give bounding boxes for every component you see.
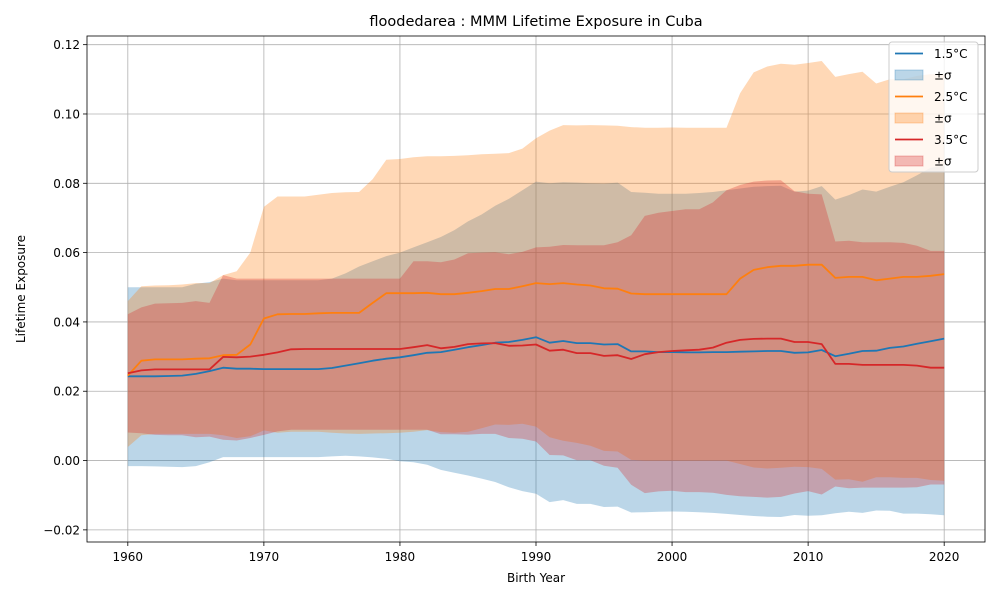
x-tick-label: 2020 — [929, 550, 960, 564]
x-tick-label: 2000 — [657, 550, 688, 564]
x-tick-label: 2010 — [793, 550, 824, 564]
legend-band-swatch — [894, 69, 924, 81]
y-tick-label: 0.00 — [53, 454, 80, 468]
legend-label: ±σ — [934, 69, 952, 83]
sigma-band-2.5C — [127, 61, 945, 482]
y-tick-label: 0.06 — [53, 246, 80, 260]
y-axis-label: Lifetime Exposure — [14, 235, 28, 343]
y-tick-label: 0.04 — [53, 315, 80, 329]
legend-label: ±σ — [934, 112, 952, 126]
legend-band-swatch — [894, 112, 924, 124]
mean-lines — [127, 263, 945, 378]
y-axis-ticks: −0.02 0.00 0.02 0.04 0.06 0.08 0.10 0.12 — [43, 38, 87, 537]
x-tick-label: 1970 — [249, 550, 280, 564]
legend-band-swatch — [894, 155, 924, 167]
series-line-2.5C — [127, 263, 945, 377]
legend-label: 1.5°C — [934, 47, 967, 61]
y-tick-label: 0.12 — [53, 38, 80, 52]
x-axis-label: Birth Year — [507, 571, 565, 585]
y-tick-label: 0.10 — [53, 107, 80, 121]
y-tick-label: 0.02 — [53, 385, 80, 399]
legend: 1.5°C ±σ 2.5°C ±σ 3.5°C ±σ — [888, 41, 979, 173]
gridlines — [87, 36, 985, 542]
sigma-band-1.5C — [127, 165, 945, 517]
legend-label: ±σ — [934, 155, 952, 169]
sigma-band-3.5C — [127, 180, 945, 498]
sigma-bands — [127, 61, 945, 517]
y-tick-label: −0.02 — [43, 523, 80, 537]
chart-title: floodedarea : MMM Lifetime Exposure in C… — [369, 14, 702, 30]
legend-label: 2.5°C — [934, 90, 967, 104]
x-tick-label: 1980 — [385, 550, 416, 564]
series-line-3.5C — [127, 337, 945, 375]
legend-box — [888, 41, 979, 173]
series-line-1.5C — [127, 336, 945, 378]
legend-label: 3.5°C — [934, 133, 967, 147]
x-tick-label: 1990 — [521, 550, 552, 564]
x-tick-label: 1960 — [113, 550, 144, 564]
x-axis-ticks: 1960 1970 1980 1990 2000 2010 2020 — [113, 542, 960, 564]
y-tick-label: 0.08 — [53, 177, 80, 191]
